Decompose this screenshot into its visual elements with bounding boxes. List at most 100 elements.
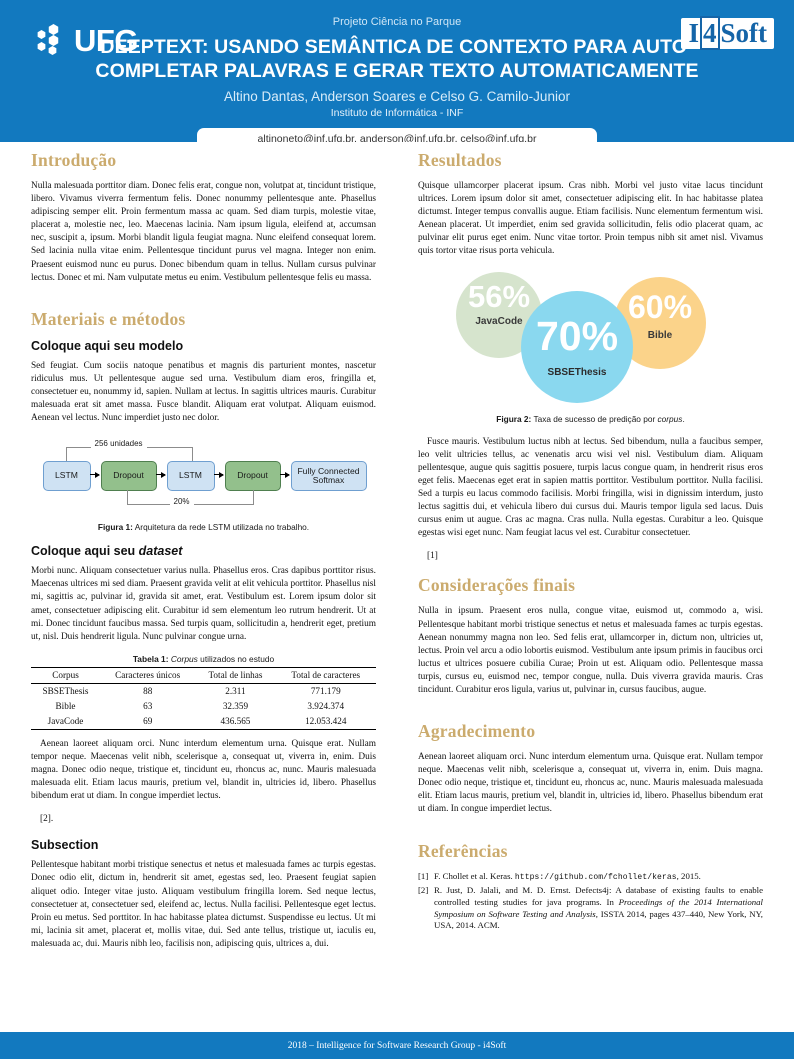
diagram-node-dropout-2: Dropout	[224, 461, 281, 492]
cell-total-chars: 3.924.374	[307, 701, 345, 712]
i4soft-logo-soft: Soft	[720, 18, 768, 48]
reference-text-post: , 2015.	[676, 870, 701, 881]
figure-2-caption: Figura 2: Taxa de sucesso de predição po…	[418, 414, 763, 424]
figure-2: 56% JavaCode 60% Bible 70% SBSEThesis Fi…	[418, 269, 763, 424]
corpus-table: Corpus Caracteres únicos Total de linhas…	[31, 666, 376, 730]
cell-corpus: JavaCode	[31, 713, 100, 730]
subsection-heading-subsection: Subsection	[31, 838, 99, 853]
reference-item: [2] R. Just, D. Jalali, and M. D. Ernst. …	[418, 885, 763, 932]
table-row: SBSEThesis 88 2.311 771.179	[31, 683, 376, 699]
after-table-paragraph: Aenean laoreet aliquam orci. Nunc interd…	[31, 738, 376, 802]
reference-number: [1]	[418, 870, 429, 881]
figure-1-caption-label: Figura 1:	[97, 522, 133, 533]
dataset-heading-em: dataset	[138, 544, 183, 559]
cell-corpus: SBSEThesis	[42, 686, 89, 697]
chart-value-bible: 60%	[627, 288, 693, 325]
consideracoes-paragraph: Nulla in ipsum. Praesent eros nulla, con…	[418, 606, 763, 695]
reference-item: [1] F. Chollet et al. Keras. https://gith…	[418, 871, 763, 884]
cell-corpus: Bible	[55, 701, 76, 712]
section-heading-referencias: Referências	[418, 840, 508, 861]
table-row: Bible 63 32.359 3.924.374	[31, 699, 376, 714]
i4soft-logo: I 4 Soft	[681, 16, 774, 50]
dataset-paragraph: Morbi nunc. Aliquam consectetuer varius …	[31, 566, 376, 642]
cell-unique-chars: 63	[143, 701, 153, 712]
cell-total-lines: 436.565	[195, 713, 276, 730]
chart-label-bible: Bible	[647, 329, 673, 341]
figure-2-caption-label: Figura 2:	[496, 413, 532, 424]
dataset-heading-pre: Coloque aqui seu	[31, 544, 139, 559]
table-1-caption-em: Corpus	[170, 653, 198, 664]
subsection-paragraph: Pellentesque habitant morbi tristique se…	[31, 860, 376, 949]
contact-emails[interactable]: altinoneto@inf.ufg.br, anderson@inf.ufg.…	[197, 128, 597, 142]
diagram-arrow-1	[89, 471, 100, 479]
cell-total-lines: 32.359	[222, 701, 249, 712]
table-1-caption-rest: utilizados no estudo	[197, 653, 275, 664]
subsection-heading-dataset: Coloque aqui seu dataset	[31, 544, 376, 558]
page-title: DEEPTEXT: USANDO SEMÂNTICA DE CONTEXTO P…	[95, 36, 699, 82]
right-column: Resultados Quisque ullamcorper placerat …	[418, 150, 763, 934]
reference-text-post: , ISSTA 2014, pages 437–440, New York, N…	[434, 908, 763, 931]
section-heading-materiais: Materiais e métodos	[31, 308, 186, 329]
figure-1-caption-text: Arquitetura da rede LSTM utilizada no tr…	[132, 522, 310, 533]
col-header-total-chars: Total de caracteres	[275, 666, 376, 684]
table-header-row: Corpus Caracteres únicos Total de linhas…	[31, 666, 376, 684]
cell-total-lines: 2.311	[225, 686, 246, 697]
table-1-caption: Tabela 1: Corpus utilizados no estudo	[31, 654, 376, 664]
section-heading-consideracoes: Considerações finais	[418, 575, 576, 596]
figure-2-caption-em: corpus	[657, 413, 683, 424]
diagram-node-lstm-1: LSTM	[42, 461, 91, 492]
chart-label-javacode: JavaCode	[475, 315, 523, 327]
poster-body: Introdução Nulla malesuada porttitor dia…	[0, 150, 794, 1020]
diagram-node-dropout-1: Dropout	[100, 461, 157, 492]
chart-value-sbsethesis: 70%	[535, 312, 619, 359]
units-annotation: 256 unidades	[90, 439, 147, 449]
resultados-after-figure-paragraph: Fusce mauris. Vestibulum luctus nibh at …	[418, 436, 763, 539]
section-heading-resultados: Resultados	[418, 150, 502, 170]
figure-1-caption: Figura 1: Arquitetura da rede LSTM utili…	[31, 522, 376, 532]
reference-text-pre: F. Chollet et al. Keras.	[434, 870, 515, 881]
reference-text-pre: R. Just, D. Jalali, and M. D. Ernst. Def…	[434, 885, 763, 907]
citation-marker-1: [1]	[427, 551, 438, 562]
col-header-corpus: Corpus	[31, 666, 100, 684]
chart-circle-sbsethesis: 70% SBSEThesis	[521, 290, 633, 403]
figure-2-caption-text: Taxa de sucesso de predição por	[531, 413, 658, 424]
figure-2-caption-end: .	[682, 413, 685, 424]
modelo-paragraph: Sed feugiat. Cum sociis natoque penatibu…	[31, 360, 376, 424]
diagram-node-lstm-2: LSTM	[166, 461, 215, 492]
diagram-arrow-2	[155, 471, 166, 479]
reference-number: [2]	[418, 885, 429, 896]
section-heading-introducao: Introdução	[31, 150, 117, 170]
introducao-paragraph: Nulla malesuada porttitor diam. Donec fe…	[31, 181, 376, 283]
chart-circle-javacode: 56% JavaCode	[456, 271, 542, 358]
reference-url[interactable]: https://github.com/fchollet/keras	[514, 872, 677, 882]
prediction-success-chart: 56% JavaCode 60% Bible 70% SBSEThesis	[418, 269, 763, 409]
figure-1: 256 unidades LSTM Dropout LSTM Dropout F…	[31, 435, 376, 532]
institute-line: Instituto de Informática - INF	[330, 107, 464, 119]
ufg-logo-text: UFG	[74, 22, 138, 58]
col-header-unique-chars: Caracteres únicos	[100, 666, 196, 684]
chart-label-sbsethesis: SBSEThesis	[547, 366, 607, 378]
table-1-caption-label: Tabela 1:	[132, 653, 169, 664]
section-heading-agradecimento: Agradecimento	[418, 721, 536, 742]
diagram-arrow-4	[279, 471, 290, 479]
table-row: JavaCode 69 436.565 12.053.424	[31, 713, 376, 730]
dropout-rate-annotation: 20%	[169, 497, 194, 507]
ufg-logo: UFG	[36, 24, 138, 56]
diagram-node-fully-connected: Fully Connected Softmax	[290, 461, 367, 492]
cell-total-chars: 12.053.424	[275, 713, 376, 730]
cell-unique-chars: 69	[100, 713, 196, 730]
cell-total-chars: 771.179	[310, 686, 341, 697]
ufg-hexagon-icon	[36, 24, 70, 56]
col-header-total-lines: Total de linhas	[195, 666, 276, 684]
chart-value-javacode: 56%	[467, 278, 531, 314]
left-column: Introdução Nulla malesuada porttitor dia…	[31, 150, 376, 961]
reference-venue: Proceedings of the 2014 International Sy…	[434, 896, 763, 919]
citation-marker-2: [2].	[40, 814, 54, 825]
poster-header: UFG Projeto Ciência no Parque DEEPTEXT: …	[0, 0, 794, 142]
poster-footer: 2018 – Intelligence for Software Researc…	[0, 1032, 794, 1059]
cell-unique-chars: 88	[143, 686, 153, 697]
subsection-heading-modelo: Coloque aqui seu modelo	[31, 338, 184, 353]
authors-line: Altino Dantas, Anderson Soares e Celso G…	[224, 89, 570, 104]
lstm-architecture-diagram: 256 unidades LSTM Dropout LSTM Dropout F…	[39, 435, 369, 517]
diagram-arrow-3	[213, 471, 224, 479]
